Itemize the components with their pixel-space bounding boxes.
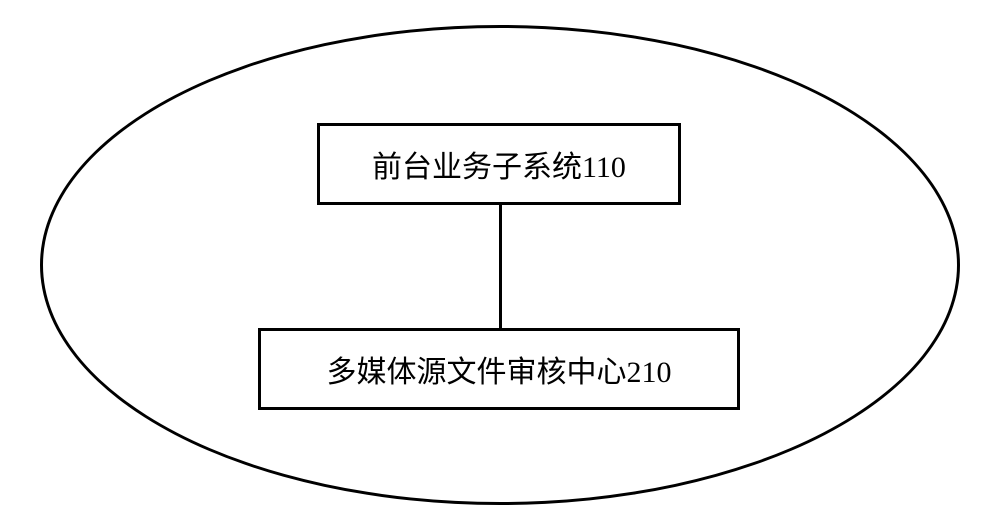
system-diagram: 前台业务子系统110 多媒体源文件审核中心210: [0, 0, 1000, 531]
multimedia-review-center-box: 多媒体源文件审核中心210: [258, 328, 740, 410]
front-business-subsystem-label: 前台业务子系统110: [372, 142, 626, 186]
front-business-subsystem-box: 前台业务子系统110: [317, 123, 681, 205]
connector-line: [499, 205, 502, 328]
multimedia-review-center-label: 多媒体源文件审核中心210: [327, 347, 672, 391]
